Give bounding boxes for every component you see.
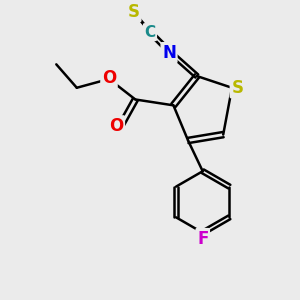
Text: O: O [102,68,116,86]
Text: O: O [109,117,123,135]
Text: F: F [197,230,208,247]
Text: N: N [162,44,176,62]
Text: S: S [128,3,140,21]
Text: C: C [144,25,156,40]
Text: S: S [231,79,243,97]
